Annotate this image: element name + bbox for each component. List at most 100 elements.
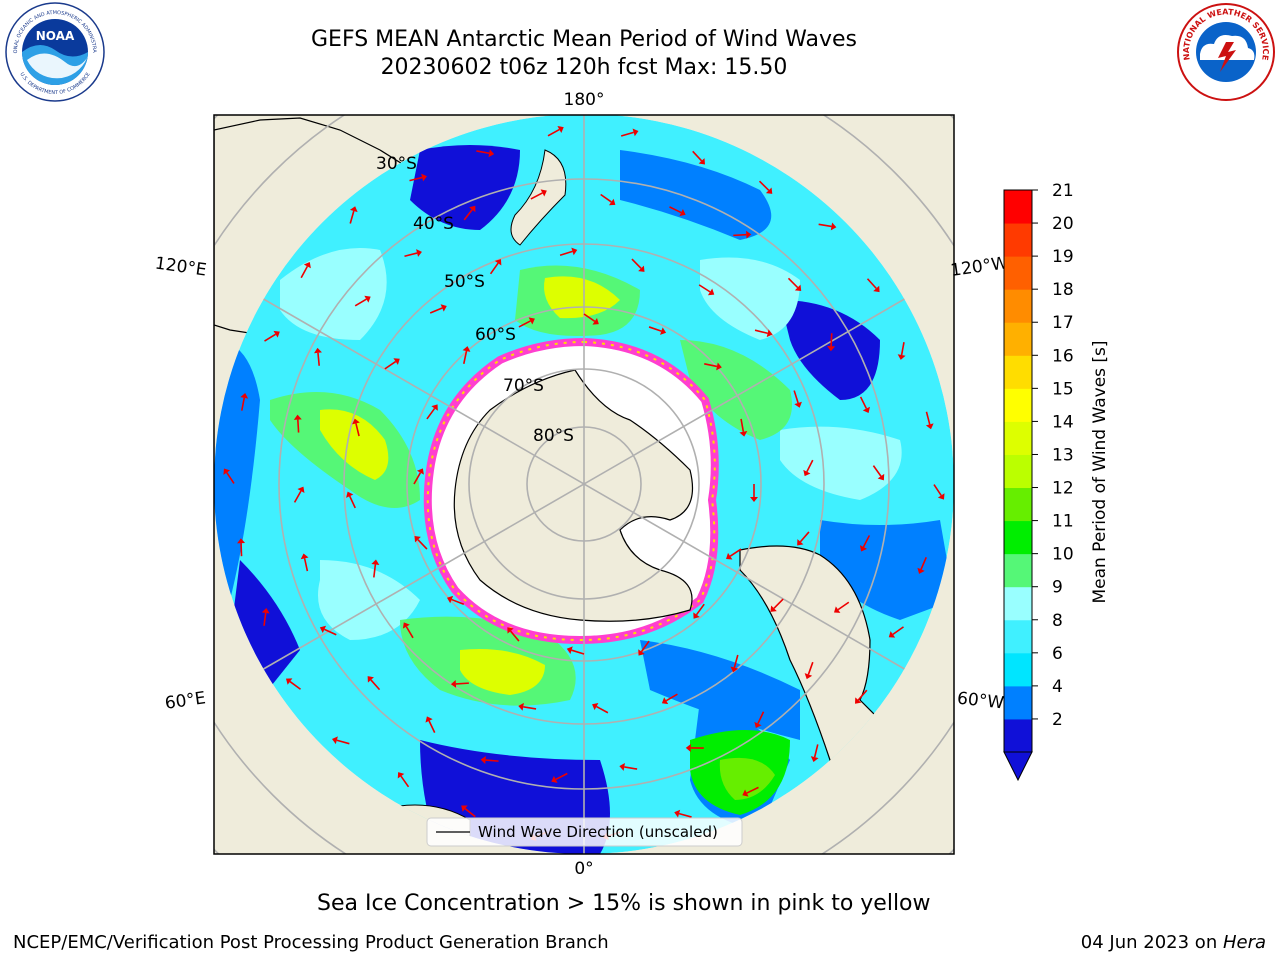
wave-arrow-head	[300, 553, 309, 560]
colorbar-bin	[1004, 619, 1032, 654]
wave-arrow	[813, 744, 819, 758]
wave-arrow	[648, 326, 662, 332]
wave-arrow	[429, 307, 443, 314]
wave-arrow	[404, 252, 418, 258]
wave-arrow-head	[707, 288, 715, 296]
wave-arrow-head	[431, 404, 438, 411]
colorbar-tick-label: 13	[1052, 445, 1074, 465]
wave-arrow	[758, 180, 770, 191]
lat-label-50s: 50°S	[444, 272, 485, 292]
footer-host: Hera	[1222, 932, 1266, 953]
wave-arrow	[787, 277, 799, 289]
wave-arrow-head	[797, 539, 804, 546]
colorbar-bin	[1004, 520, 1032, 555]
wave-arrow-head	[571, 247, 578, 256]
wave-arrow-head	[859, 545, 868, 552]
wave-arrow-head	[765, 187, 773, 194]
wave-arrow	[920, 557, 927, 570]
wave-arrow-head	[313, 347, 322, 354]
wave-arrow	[862, 535, 871, 548]
wave-arrow	[518, 320, 531, 328]
wave-arrow-head	[240, 392, 249, 399]
wave-arrow-head	[540, 189, 547, 197]
wave-arrow-head	[794, 401, 802, 408]
wave-arrow-head	[332, 736, 338, 745]
wave-arrow-head	[862, 406, 870, 414]
wave-arrow-head	[416, 468, 424, 475]
wave-arrow	[370, 679, 381, 691]
wave-arrow	[799, 531, 810, 543]
wave-arrow-head	[660, 327, 667, 335]
colorbar-label: Mean Period of Wind Waves [s]	[1090, 340, 1110, 603]
wave-arrow-head	[261, 607, 270, 614]
wave-arrow	[373, 564, 377, 578]
wave-arrow-head	[319, 625, 327, 634]
wave-arrow	[740, 418, 745, 432]
wave-arrow-head	[937, 493, 945, 500]
lat-label-70s: 70°S	[503, 376, 544, 396]
wave-arrow	[837, 601, 850, 611]
wave-arrow-head	[566, 646, 573, 655]
wave-arrow-head	[810, 756, 819, 762]
wave-arrow	[226, 472, 235, 484]
colorbar-tick-label: 11	[1052, 512, 1074, 532]
colorbar-frame	[1003, 189, 1033, 753]
wave-arrow-head	[416, 249, 422, 257]
colorbar-bin	[1004, 388, 1032, 422]
wave-arrow	[733, 654, 739, 668]
colorbar: 21 20 19 18 17 16 15 14 13 12 11 10 9 8 6 4 2	[1003, 181, 1074, 782]
wave-arrow	[349, 210, 355, 224]
wave-arrow	[405, 626, 414, 639]
wave-arrow	[476, 150, 490, 155]
wave-arrow	[830, 333, 833, 347]
wave-arrow	[289, 680, 301, 690]
wave-arrow-head	[462, 346, 471, 352]
nws-logo: NATIONAL WEATHER SERVICE	[1177, 3, 1275, 101]
footer-date-text: 04 Jun 2023 on	[1080, 932, 1223, 953]
colorbar-bin	[1004, 652, 1032, 687]
colorbar-tick-label: 6	[1052, 644, 1063, 664]
wave-arrow	[631, 258, 642, 269]
colorbar-tick-label: 16	[1052, 346, 1074, 366]
map-legend: Wind Wave Direction (unscaled)	[426, 817, 743, 847]
wave-arrow	[807, 661, 814, 675]
wave-arrow	[600, 193, 612, 203]
wave-arrow-head	[223, 468, 231, 475]
colorbar-tick-label: 12	[1052, 479, 1074, 499]
wave-arrow	[300, 265, 309, 279]
wave-arrow	[297, 419, 300, 433]
wave-arrow-head	[393, 358, 400, 365]
wave-arrow	[384, 360, 397, 370]
colorbar-bin	[1004, 355, 1032, 389]
graticule	[214, 115, 954, 854]
colorbar-bin	[1004, 421, 1032, 455]
wave-arrow	[806, 459, 814, 473]
wave-arrow	[872, 465, 882, 477]
lon-label-60w: 60°W	[956, 689, 1005, 714]
colorbar-bin	[1004, 718, 1032, 753]
lat-label-80s: 80°S	[533, 426, 574, 446]
wave-arrow	[451, 598, 465, 605]
wave-arrow-head	[750, 497, 758, 502]
wave-arrow-head	[507, 627, 514, 634]
wave-arrow-head	[716, 362, 722, 371]
colorbar-tick-label: 15	[1052, 379, 1074, 399]
wave-arrow-head	[888, 631, 896, 638]
wave-arrow-head	[461, 805, 468, 812]
wave-arrow	[523, 706, 537, 710]
wave-arrow	[596, 705, 609, 714]
wave-arrow-head	[494, 259, 502, 266]
wave-arrow	[413, 472, 422, 485]
wave-arrow-head	[450, 679, 457, 688]
wave-arrow-head	[754, 721, 762, 729]
map-area	[214, 115, 954, 854]
wave-arrow	[729, 548, 742, 557]
wave-arrow	[925, 411, 931, 425]
wave-arrow	[485, 759, 499, 762]
wave-arrow-head	[794, 284, 802, 292]
wave-arrow	[263, 612, 267, 626]
legend-label: Wind Wave Direction (unscaled)	[478, 823, 718, 841]
colorbar-tick-label: 19	[1052, 247, 1074, 267]
wave-arrow-head	[830, 222, 837, 231]
